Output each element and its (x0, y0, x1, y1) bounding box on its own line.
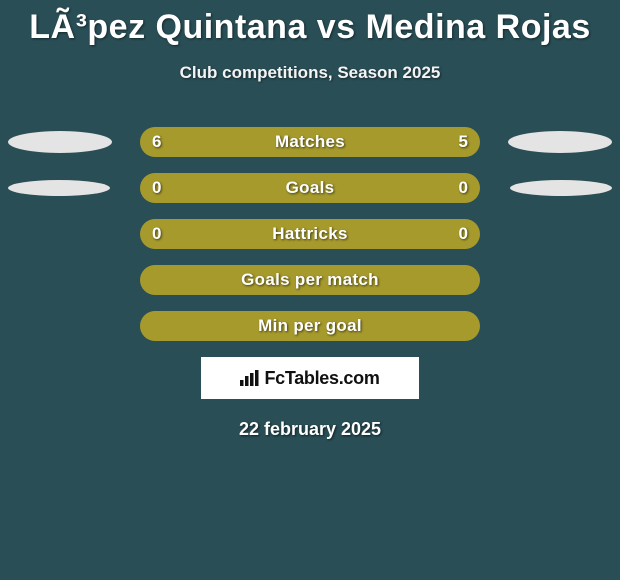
stat-row: Min per goal (0, 311, 620, 341)
stat-bar: Goals per match (140, 265, 480, 295)
stat-bar: Matches (140, 127, 480, 157)
stat-bar-label: Min per goal (258, 316, 362, 336)
logo-text: FcTables.com (264, 368, 379, 389)
page-title: LÃ³pez Quintana vs Medina Rojas (0, 0, 620, 47)
stat-ellipse-left (8, 180, 110, 196)
stat-bar: Hattricks (140, 219, 480, 249)
stat-bar: Goals (140, 173, 480, 203)
stat-bar-label: Goals (286, 178, 335, 198)
logo-box: FcTables.com (201, 357, 419, 399)
stat-ellipse-left (8, 131, 112, 153)
stat-value-right: 5 (459, 132, 468, 152)
stat-ellipse-right (510, 180, 612, 196)
stat-rows-container: Matches 6 5 Goals 0 0 Hattricks 0 0 Goals per mat… (0, 127, 620, 341)
stat-ellipse-right (508, 131, 612, 153)
stat-row: Goals 0 0 (0, 173, 620, 203)
stat-bar: Min per goal (140, 311, 480, 341)
stat-value-left: 0 (152, 224, 161, 244)
stat-value-right: 0 (459, 224, 468, 244)
stat-bar-label: Matches (275, 132, 345, 152)
stat-bar-label: Hattricks (272, 224, 347, 244)
stat-row: Goals per match (0, 265, 620, 295)
stat-value-left: 6 (152, 132, 161, 152)
stat-bar-label: Goals per match (241, 270, 379, 290)
stat-row: Hattricks 0 0 (0, 219, 620, 249)
subtitle: Club competitions, Season 2025 (0, 63, 620, 83)
stat-value-right: 0 (459, 178, 468, 198)
stat-value-left: 0 (152, 178, 161, 198)
bar-chart-icon (240, 370, 260, 386)
date-text: 22 february 2025 (0, 419, 620, 440)
stat-row: Matches 6 5 (0, 127, 620, 157)
